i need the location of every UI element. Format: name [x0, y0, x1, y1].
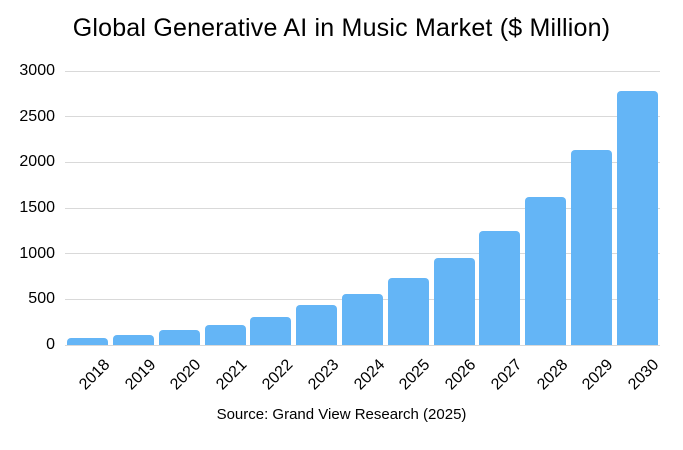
bar-2028 [525, 196, 567, 345]
y-tick-label-2500: 2500 [19, 107, 55, 125]
plot-area [65, 70, 660, 346]
y-tick-label-500: 500 [28, 290, 55, 308]
bar-2018 [67, 338, 109, 345]
bar-2029 [570, 150, 612, 345]
x-tick-label-2020: 2020 [167, 356, 205, 394]
x-tick-label-2028: 2028 [533, 356, 571, 394]
gridline-y-2500 [65, 116, 660, 118]
x-tick-label-2023: 2023 [304, 356, 343, 394]
bar-2023 [296, 305, 338, 345]
y-tick-label-2000: 2000 [19, 153, 55, 171]
gridline-y-1500 [65, 207, 660, 209]
bar-2019 [113, 334, 155, 345]
gridline-y-0 [65, 344, 660, 346]
x-tick-label-2018: 2018 [75, 356, 114, 394]
bar-2030 [616, 91, 658, 345]
x-tick-label-2030: 2030 [625, 356, 663, 394]
gridline-y-2000 [65, 161, 660, 163]
y-tick-label-1500: 1500 [19, 199, 55, 216]
x-tick-label-2024: 2024 [350, 356, 388, 394]
gridline-y-3000 [65, 70, 660, 72]
x-tick-label-2021: 2021 [213, 356, 251, 394]
x-tick-label-2022: 2022 [259, 356, 297, 394]
chart-title: Global Generative AI in Music Market ($ … [72, 14, 611, 42]
bar-2027 [479, 231, 521, 345]
x-tick-label-2025: 2025 [396, 356, 434, 394]
gridline-y-1000 [65, 253, 660, 255]
y-tick-label-0: 0 [46, 336, 55, 353]
x-tick-label-2019: 2019 [121, 356, 159, 394]
bar-2024 [342, 293, 383, 345]
x-tick-label-2029: 2029 [579, 356, 617, 394]
y-tick-label-1000: 1000 [19, 244, 55, 262]
x-tick-label-2027: 2027 [487, 356, 526, 394]
bar-2025 [387, 278, 429, 345]
bar-2022 [250, 316, 292, 345]
x-tick-label-2026: 2026 [442, 356, 480, 394]
source-caption: Source: Grand View Research (2025) [216, 406, 467, 423]
y-tick-label-3000: 3000 [19, 62, 55, 79]
bar-2026 [433, 258, 475, 345]
bar-2021 [204, 324, 246, 345]
bar-2020 [158, 330, 200, 345]
